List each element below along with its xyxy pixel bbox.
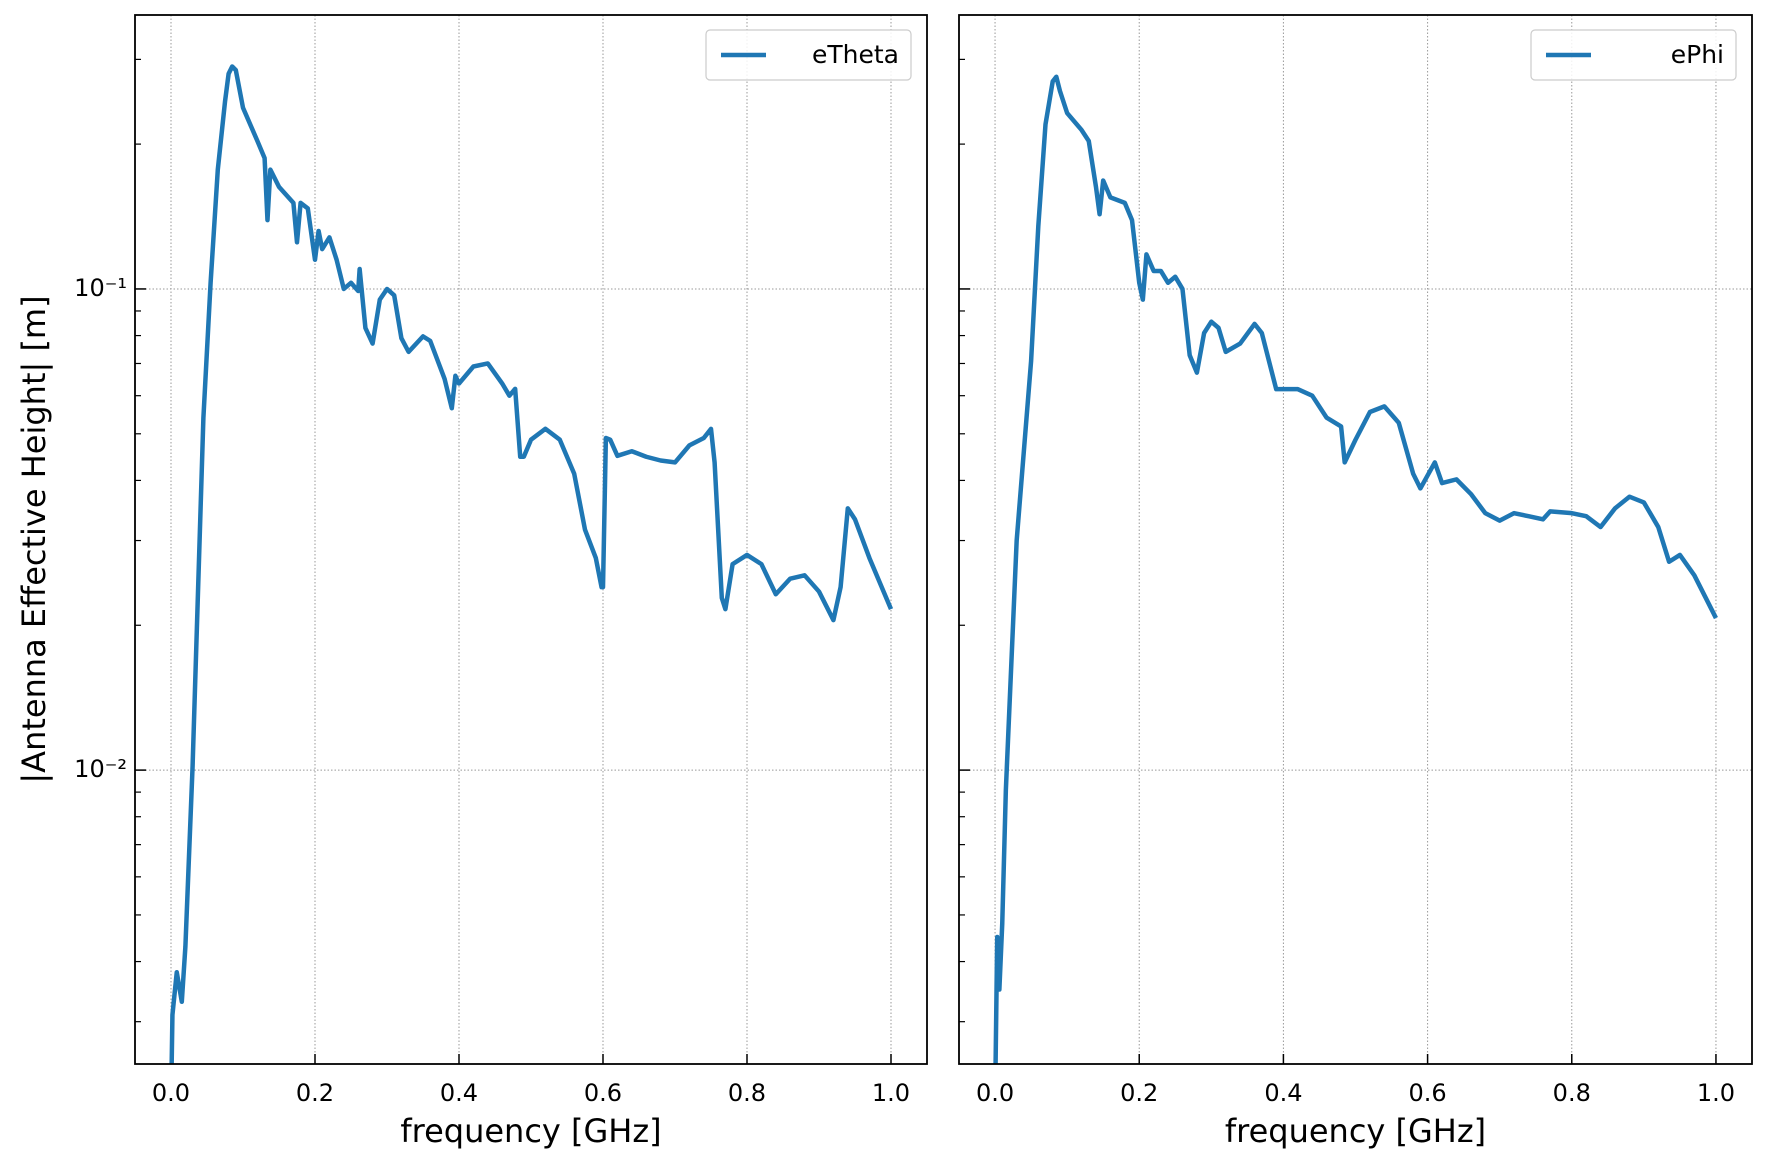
subplot: 0.0 0.2 0.4 0.6 0.8 1.0 ePhi frequency [GHz] [958, 14, 1753, 1150]
axes-frame [134, 14, 928, 1065]
legend-box [705, 29, 912, 81]
x-tick-label: 0.6 [584, 1079, 622, 1107]
series-line [169, 64, 894, 1064]
x-tick-label: 1.0 [1697, 1079, 1735, 1107]
y-tick-label: 10⁻¹ [74, 274, 127, 302]
legend-box [1530, 29, 1737, 81]
legend-label: ePhi [1671, 40, 1724, 69]
x-tick-label: 0.4 [1264, 1079, 1302, 1107]
x-tick-label: 0.2 [1120, 1079, 1158, 1107]
x-tick-label: 0.8 [728, 1079, 766, 1107]
x-tick-label: 0.0 [152, 1079, 190, 1107]
x-tick-label: 0.4 [440, 1079, 478, 1107]
x-axis-label: frequency [GHz] [400, 1112, 661, 1150]
legend-label: eTheta [812, 40, 899, 69]
y-tick-label: 10⁻² [74, 755, 127, 783]
x-tick-label: 0.0 [976, 1079, 1014, 1107]
x-tick-label: 0.8 [1553, 1079, 1591, 1107]
subplot: 0.0 0.2 0.4 0.6 0.8 1.0 10⁻² 10⁻¹ eTheta frequenc… [15, 14, 928, 1150]
x-tick-label: 1.0 [872, 1079, 910, 1107]
axes-frame [958, 14, 1753, 1065]
y-axis-label: |Antenna Effective Height| [m] [15, 295, 53, 783]
x-tick-label: 0.2 [296, 1079, 334, 1107]
series-line [993, 74, 1718, 1064]
x-axis-label: frequency [GHz] [1225, 1112, 1486, 1150]
x-tick-label: 0.6 [1409, 1079, 1447, 1107]
